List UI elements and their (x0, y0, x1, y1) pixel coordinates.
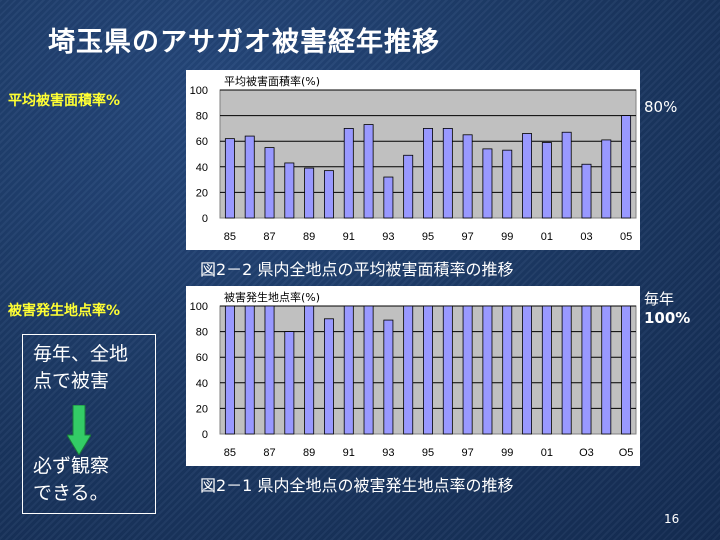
y-tick-label: 80 (196, 327, 208, 339)
x-tick-label: 93 (382, 231, 394, 243)
callout-text-bottom: 必ず観察 できる。 (33, 453, 109, 507)
left-label-area-rate: 平均被害面積率% (8, 93, 121, 109)
y-tick-label: 80 (196, 111, 208, 123)
bar-96 (442, 128, 453, 219)
x-tick-label: 93 (382, 447, 394, 459)
chart-title: 平均被害面積率(%) (224, 74, 320, 88)
bar-91 (343, 305, 354, 435)
y-tick-label: 40 (196, 378, 208, 390)
bar-05 (621, 115, 632, 219)
x-tick-label: 01 (541, 447, 553, 459)
x-tick-label: 97 (461, 447, 473, 459)
y-tick-label: 100 (190, 85, 208, 97)
bar-97 (462, 305, 473, 435)
y-tick-label: 0 (202, 213, 208, 225)
bar-94 (403, 305, 414, 435)
bar-03 (581, 305, 592, 435)
bar-97 (462, 134, 473, 219)
note-100-percent: 100% (644, 309, 691, 327)
bar-95 (423, 128, 433, 219)
bar-85 (224, 138, 235, 219)
bar-87 (264, 147, 275, 219)
left-label-occurrence-rate: 被害発生地点率% (8, 303, 121, 319)
x-tick-label: 85 (224, 447, 236, 459)
x-tick-label: 95 (422, 447, 434, 459)
y-tick-label: 0 (202, 429, 208, 441)
callout-box: 毎年、全地 点で被害 必ず観察 できる。 (22, 334, 156, 514)
y-tick-label: 40 (196, 162, 208, 174)
x-tick-label: 91 (343, 447, 355, 459)
x-tick-label: 99 (501, 447, 513, 459)
bar-99 (502, 149, 513, 219)
x-tick-label: 05 (620, 231, 632, 243)
bar-85 (224, 305, 235, 435)
bar-88 (284, 162, 295, 219)
y-tick-label: 20 (196, 187, 208, 199)
x-tick-label: 97 (461, 231, 473, 243)
chart-occurrence-rate-svg: 0 20 40 60 80 100 被害発生地点率(%) 85 87 89 91 93 95 97 99 01… (190, 290, 637, 459)
bar-99 (502, 305, 513, 435)
bar-93 (383, 319, 394, 435)
callout-text-top: 毎年、全地 点で被害 (33, 341, 128, 395)
bar-89 (304, 305, 315, 435)
x-tick-label: 87 (263, 447, 275, 459)
bar-89 (304, 167, 315, 219)
slide-title: 埼玉県のアサガオ被害経年推移 (48, 27, 440, 58)
x-tick-label: 01 (541, 231, 553, 243)
note-80-percent: 80% (644, 98, 678, 116)
x-tick-label: 89 (303, 231, 315, 243)
bar-90 (323, 318, 334, 435)
y-tick-label: 100 (190, 301, 208, 313)
bar-92 (363, 305, 374, 435)
chart-area-rate: 0 20 40 60 80 100 平均被害面積率(%) 85 87 89 91 93 95 97 99 01… (186, 70, 640, 250)
x-tick-label: 99 (501, 231, 513, 243)
caption-occurrence-rate: 図2－1 県内全地点の被害発生地点率の推移 (200, 476, 514, 495)
chart-occurrence-rate: 0 20 40 60 80 100 被害発生地点率(%) 85 87 89 91 93 95 97 99 01… (186, 286, 640, 466)
chart-title: 被害発生地点率(%) (224, 290, 320, 304)
bar-86 (244, 135, 255, 219)
bar-05 (621, 305, 632, 435)
chart-area-rate-svg: 0 20 40 60 80 100 平均被害面積率(%) 85 87 89 91 93 95 97 99 01… (190, 74, 637, 243)
bar-88 (284, 331, 295, 435)
bar-03 (581, 163, 592, 219)
x-tick-label: 87 (263, 231, 275, 243)
bar-94 (403, 154, 414, 219)
note-every-year: 毎年 (644, 290, 675, 308)
bar-90 (323, 170, 334, 219)
x-tick-label: O3 (579, 447, 594, 459)
callout-text-bottom-b: できる。 (33, 482, 109, 504)
callout-text-bottom-a: 必ず観察 (33, 455, 110, 477)
y-tick-label: 60 (196, 136, 208, 148)
bar-93 (383, 176, 394, 219)
y-tick-label: 20 (196, 403, 208, 415)
caption-area-rate: 図2－2 県内全地点の平均被害面積率の推移 (200, 260, 514, 279)
bar-01 (541, 142, 552, 219)
bar-04 (601, 305, 612, 435)
callout-text-top-b: 点で被害 (33, 370, 110, 392)
bar-92 (363, 124, 374, 219)
bar-00 (522, 133, 533, 219)
page-number: 16 (664, 512, 680, 526)
bar-91 (343, 128, 354, 219)
x-tick-label: 03 (580, 231, 592, 243)
x-tick-label: 89 (303, 447, 315, 459)
x-tick-label: 85 (224, 231, 236, 243)
x-tick-label: O5 (619, 447, 634, 459)
bar-87 (264, 305, 275, 435)
x-tick-label: 95 (422, 231, 434, 243)
bar-02 (561, 305, 572, 435)
y-tick-label: 60 (196, 352, 208, 364)
bar-00 (522, 305, 533, 435)
bar-95 (423, 305, 433, 435)
callout-text-top-a: 毎年、全地 (33, 343, 129, 365)
down-arrow-icon (67, 405, 91, 455)
bar-02 (561, 131, 572, 219)
bar-86 (244, 305, 255, 435)
bar-98 (482, 148, 493, 219)
x-tick-label: 91 (343, 231, 355, 243)
bar-04 (601, 139, 612, 219)
bar-96 (442, 305, 453, 435)
bar-01 (541, 305, 552, 435)
bar-98 (482, 305, 493, 435)
